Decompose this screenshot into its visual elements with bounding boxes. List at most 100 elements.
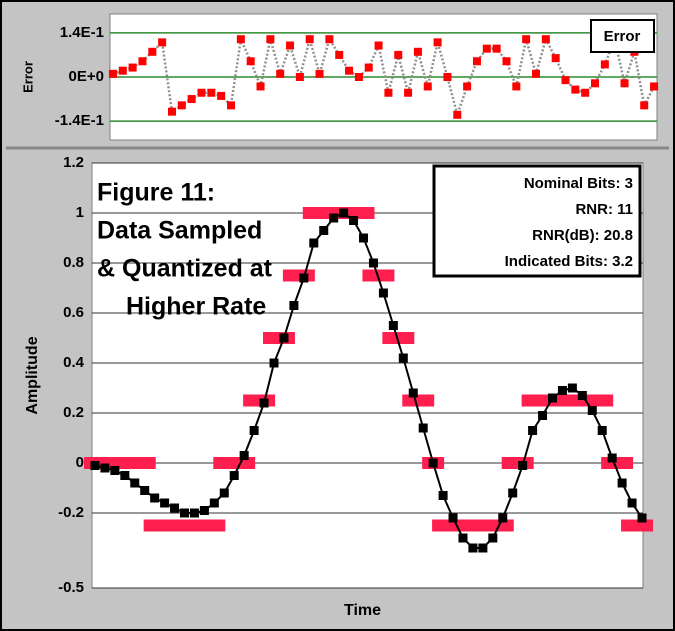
signal-point xyxy=(607,453,617,463)
signal-point xyxy=(557,386,567,395)
error-point xyxy=(256,82,265,91)
y-tick-label: -0.2 xyxy=(58,504,84,521)
signal-point xyxy=(448,513,458,523)
error-point xyxy=(197,88,206,97)
signal-point xyxy=(418,423,428,433)
signal-point xyxy=(528,426,538,435)
signal-point xyxy=(209,498,219,508)
error-point xyxy=(433,38,442,47)
x-axis-label: Time xyxy=(344,602,381,619)
signal-point xyxy=(508,488,518,498)
signal-point xyxy=(617,478,627,488)
y-tick-label: 0 xyxy=(76,454,84,471)
error-point xyxy=(600,60,609,69)
error-point xyxy=(345,66,354,75)
y-tick-label: 0.8 xyxy=(63,254,84,271)
error-point xyxy=(207,88,216,97)
error-point xyxy=(561,76,570,85)
signal-point xyxy=(359,233,369,243)
quantized-point xyxy=(591,394,614,407)
error-point xyxy=(581,88,590,97)
stats-box xyxy=(432,164,642,278)
signal-point xyxy=(120,471,130,480)
annotation: & Quantized at xyxy=(97,255,273,283)
series xyxy=(108,34,659,120)
error-point xyxy=(295,73,304,81)
signal-point xyxy=(478,543,488,553)
signal-point xyxy=(150,493,160,503)
y-tick-label: 1.2 xyxy=(63,154,84,171)
signal-point xyxy=(577,391,587,400)
error-point xyxy=(177,101,186,110)
signal-point xyxy=(378,288,388,298)
stats-line: RNR(dB): 20.8 xyxy=(532,227,633,244)
error-point xyxy=(187,95,196,104)
signal-point xyxy=(239,451,249,460)
signal-point xyxy=(259,398,269,408)
signal-point xyxy=(140,486,150,495)
stats-line: Indicated Bits: 3.2 xyxy=(505,253,633,270)
error-point xyxy=(246,57,255,66)
error-point xyxy=(325,35,334,44)
y-tick-label: 0E+0 xyxy=(69,68,104,85)
error-point xyxy=(286,41,295,50)
quantized-point xyxy=(133,457,156,469)
signal-point xyxy=(458,533,468,543)
error-point xyxy=(384,88,393,97)
signal-point xyxy=(468,543,478,553)
error-point xyxy=(423,82,432,91)
annotation: Higher Rate xyxy=(126,293,266,321)
error-point xyxy=(571,85,580,94)
signal-point xyxy=(319,226,329,235)
signal-point xyxy=(329,213,339,223)
signal-point xyxy=(339,208,349,218)
legend-label: Error xyxy=(604,28,641,45)
signal-point xyxy=(398,353,408,363)
signal-point xyxy=(408,388,418,398)
error-point xyxy=(266,35,275,44)
signal-point xyxy=(368,258,378,268)
signal-point xyxy=(488,533,498,543)
signal-point xyxy=(438,491,448,500)
signal-point xyxy=(349,216,359,225)
signal-point xyxy=(289,301,299,310)
y-tick-label: 0.6 xyxy=(63,304,84,321)
error-point xyxy=(158,38,167,47)
error-point xyxy=(364,63,373,72)
error-point xyxy=(315,69,324,78)
error-point xyxy=(276,69,285,78)
signal-point xyxy=(189,508,199,518)
signal-point xyxy=(170,503,180,513)
error-point xyxy=(512,82,521,91)
error-point xyxy=(453,110,462,119)
y-axis-label: Amplitude xyxy=(24,336,41,414)
signal-point xyxy=(269,358,279,368)
signal-point xyxy=(567,383,577,393)
legend-box xyxy=(590,19,655,53)
stats-line: RNR: 11 xyxy=(575,201,633,218)
y-tick-label: 0.4 xyxy=(63,354,85,371)
error-point xyxy=(620,79,629,88)
signal-point xyxy=(160,498,170,508)
signal-point xyxy=(597,426,607,435)
error-point xyxy=(148,47,157,56)
signal-point xyxy=(199,506,209,515)
error-point xyxy=(640,101,649,110)
error-point xyxy=(128,63,137,72)
error-point xyxy=(167,107,176,116)
signal-point xyxy=(388,321,398,330)
error-point xyxy=(108,69,117,78)
signal-point xyxy=(498,513,508,523)
signal-point xyxy=(587,406,597,415)
stats-line: Nominal Bits: 3 xyxy=(524,175,633,192)
y-tick-label: 0.2 xyxy=(63,404,84,421)
error-point xyxy=(236,35,245,44)
error-point xyxy=(541,35,550,44)
error-point xyxy=(522,35,531,44)
signal-point xyxy=(130,478,140,488)
error-point xyxy=(650,82,659,91)
y-tick-label: -0.5 xyxy=(58,579,84,596)
error-point xyxy=(482,44,491,53)
y-tick-label: 1 xyxy=(76,204,84,221)
